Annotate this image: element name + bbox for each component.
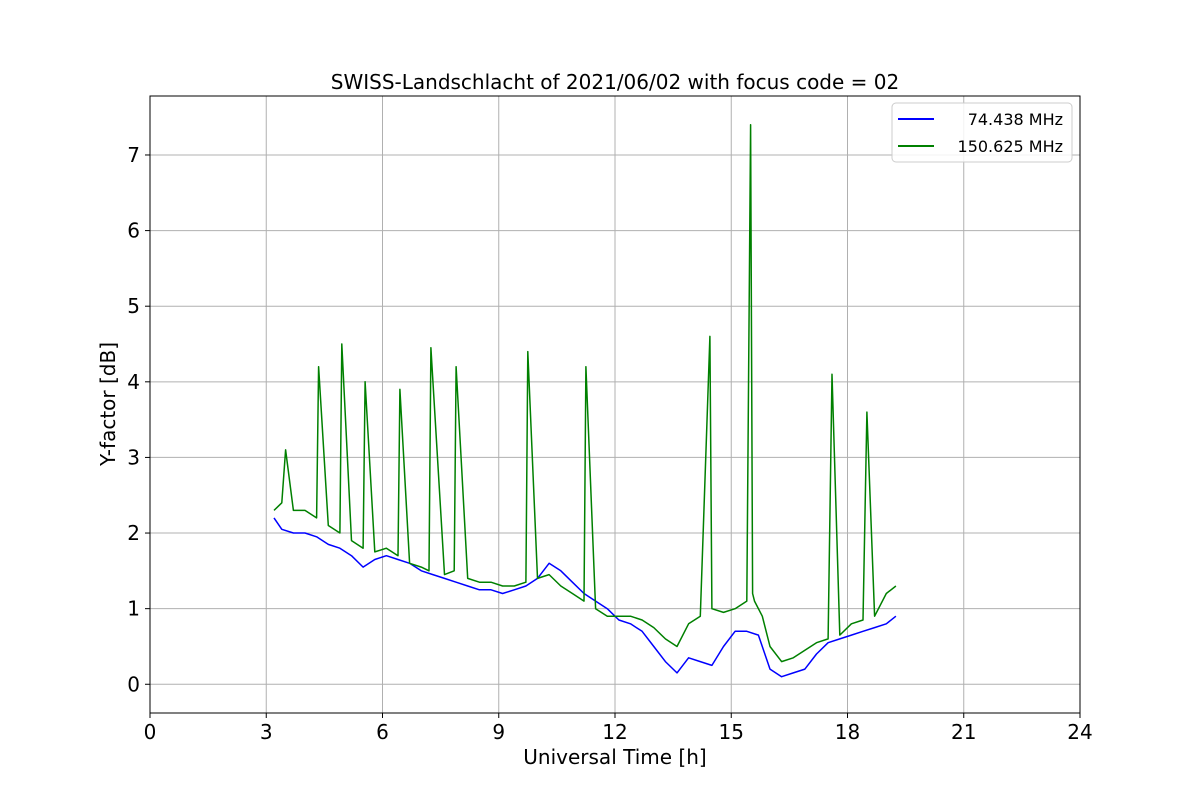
y-axis-ticks: 0 1 2 3 4 5 6 7 xyxy=(127,143,150,696)
legend-box xyxy=(891,102,1073,163)
x-tick-label: 24 xyxy=(1067,720,1092,744)
y-tick-label: 0 xyxy=(127,672,140,696)
y-tick-label: 2 xyxy=(127,521,140,545)
y-tick-label: 6 xyxy=(127,219,140,243)
x-tick-label: 9 xyxy=(492,720,505,744)
y-tick-label: 5 xyxy=(127,294,140,318)
x-tick-label: 18 xyxy=(835,720,860,744)
y-tick-label: 7 xyxy=(127,143,140,167)
y-axis-label: Y-factor [dB] xyxy=(96,342,120,467)
x-axis-label: Universal Time [h] xyxy=(523,745,706,769)
x-tick-label: 6 xyxy=(376,720,389,744)
y-tick-label: 4 xyxy=(127,370,140,394)
x-axis-ticks: 0 3 6 9 12 15 18 21 24 xyxy=(144,713,1093,744)
x-tick-label: 3 xyxy=(260,720,273,744)
chart-title: SWISS-Landschlacht of 2021/06/02 with fo… xyxy=(331,70,899,94)
legend-label-1: 74.438 MHz xyxy=(968,110,1063,129)
x-tick-label: 21 xyxy=(951,720,976,744)
legend-label-2: 150.625 MHz xyxy=(958,137,1063,156)
series-lines xyxy=(273,123,897,678)
x-tick-label: 0 xyxy=(144,720,157,744)
series-line-2 xyxy=(273,123,897,663)
x-tick-label: 12 xyxy=(602,720,627,744)
x-tick-label: 15 xyxy=(719,720,744,744)
legend: 74.438 MHz 150.625 MHz xyxy=(891,102,1073,163)
y-tick-label: 3 xyxy=(127,445,140,469)
y-tick-label: 1 xyxy=(127,597,140,621)
